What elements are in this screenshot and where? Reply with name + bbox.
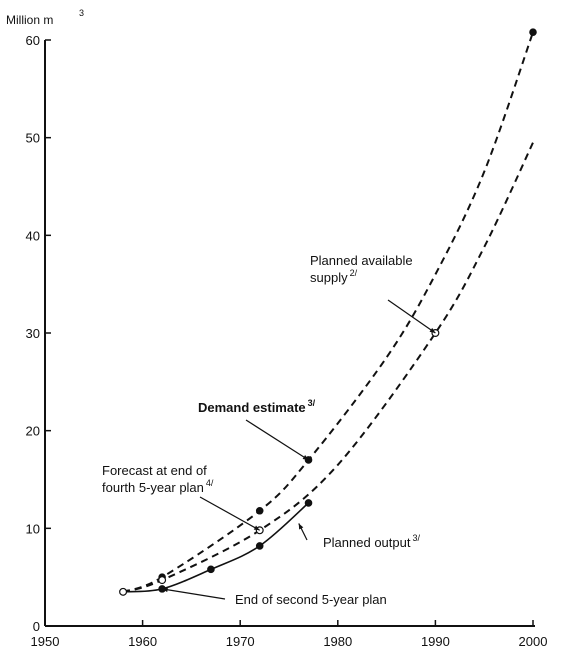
x-tick-label: 1960 xyxy=(128,634,157,649)
filled-marker xyxy=(255,506,264,515)
x-tick-label: 1970 xyxy=(226,634,255,649)
series-line-0 xyxy=(122,31,534,593)
open-marker xyxy=(119,587,128,596)
y-tick-label: 10 xyxy=(26,521,40,536)
x-tick-label: 1990 xyxy=(421,634,450,649)
y-axis-label-text: Million m xyxy=(6,13,53,27)
series-line-1 xyxy=(122,142,534,593)
annotation-text: Forecast at end of xyxy=(102,463,207,478)
annotation-arrowhead xyxy=(253,525,260,531)
axes xyxy=(44,40,535,627)
annotation-text: End of second 5-year plan xyxy=(235,592,387,607)
annotation-leader xyxy=(387,299,436,334)
x-tick-label: 1980 xyxy=(323,634,352,649)
y-tick-label: 30 xyxy=(26,326,40,341)
data-markers xyxy=(119,28,537,596)
y-tick-label: 50 xyxy=(26,131,40,146)
annotation-arrowhead xyxy=(162,587,168,593)
series-line-2 xyxy=(123,502,310,593)
annotation-arrowhead xyxy=(298,523,304,530)
annotation-footnote: 2/ xyxy=(350,268,358,278)
annotation-footnote: 4/ xyxy=(206,478,214,488)
annotation-text: supply 2/ xyxy=(310,268,358,285)
y-tick-label: 20 xyxy=(26,424,40,439)
annotation-1: Demand estimate 3/ xyxy=(198,398,316,461)
annotation-arrowhead xyxy=(302,455,309,460)
annotation-footnote: 3/ xyxy=(308,398,316,408)
x-tick-label: 2000 xyxy=(519,634,548,649)
x-tick-label: 1950 xyxy=(31,634,60,649)
series-lines xyxy=(122,31,534,593)
annotation-leader xyxy=(245,419,309,461)
annotation-4: End of second 5-year plan xyxy=(162,587,387,607)
annotation-text: fourth 5-year plan 4/ xyxy=(102,478,214,495)
annotation-text: Planned output 3/ xyxy=(323,533,420,550)
annotation-leader xyxy=(199,496,261,531)
y-axis-label: Million m 3 xyxy=(6,8,84,27)
annotation-3: Planned output 3/ xyxy=(298,523,420,550)
y-tick-label: 40 xyxy=(26,228,40,243)
annotation-text: Demand estimate 3/ xyxy=(198,398,316,415)
annotation-text: Planned available xyxy=(310,253,413,268)
annotation-arrowhead xyxy=(429,327,436,333)
y-tick-label: 60 xyxy=(26,33,40,48)
y-axis-label-superscript: 3 xyxy=(79,8,84,18)
y-tick-label: 0 xyxy=(33,619,40,634)
filled-marker xyxy=(207,565,215,574)
annotation-footnote: 3/ xyxy=(412,533,420,543)
axis-ticks: 0 10 20 30 40 50 60 1950 1960 1970 1980 1990 2000 xyxy=(26,33,548,649)
open-marker xyxy=(158,576,167,585)
filled-marker xyxy=(529,28,537,36)
filled-marker xyxy=(304,499,313,507)
annotation-leader xyxy=(162,588,226,600)
filled-marker xyxy=(255,542,264,550)
